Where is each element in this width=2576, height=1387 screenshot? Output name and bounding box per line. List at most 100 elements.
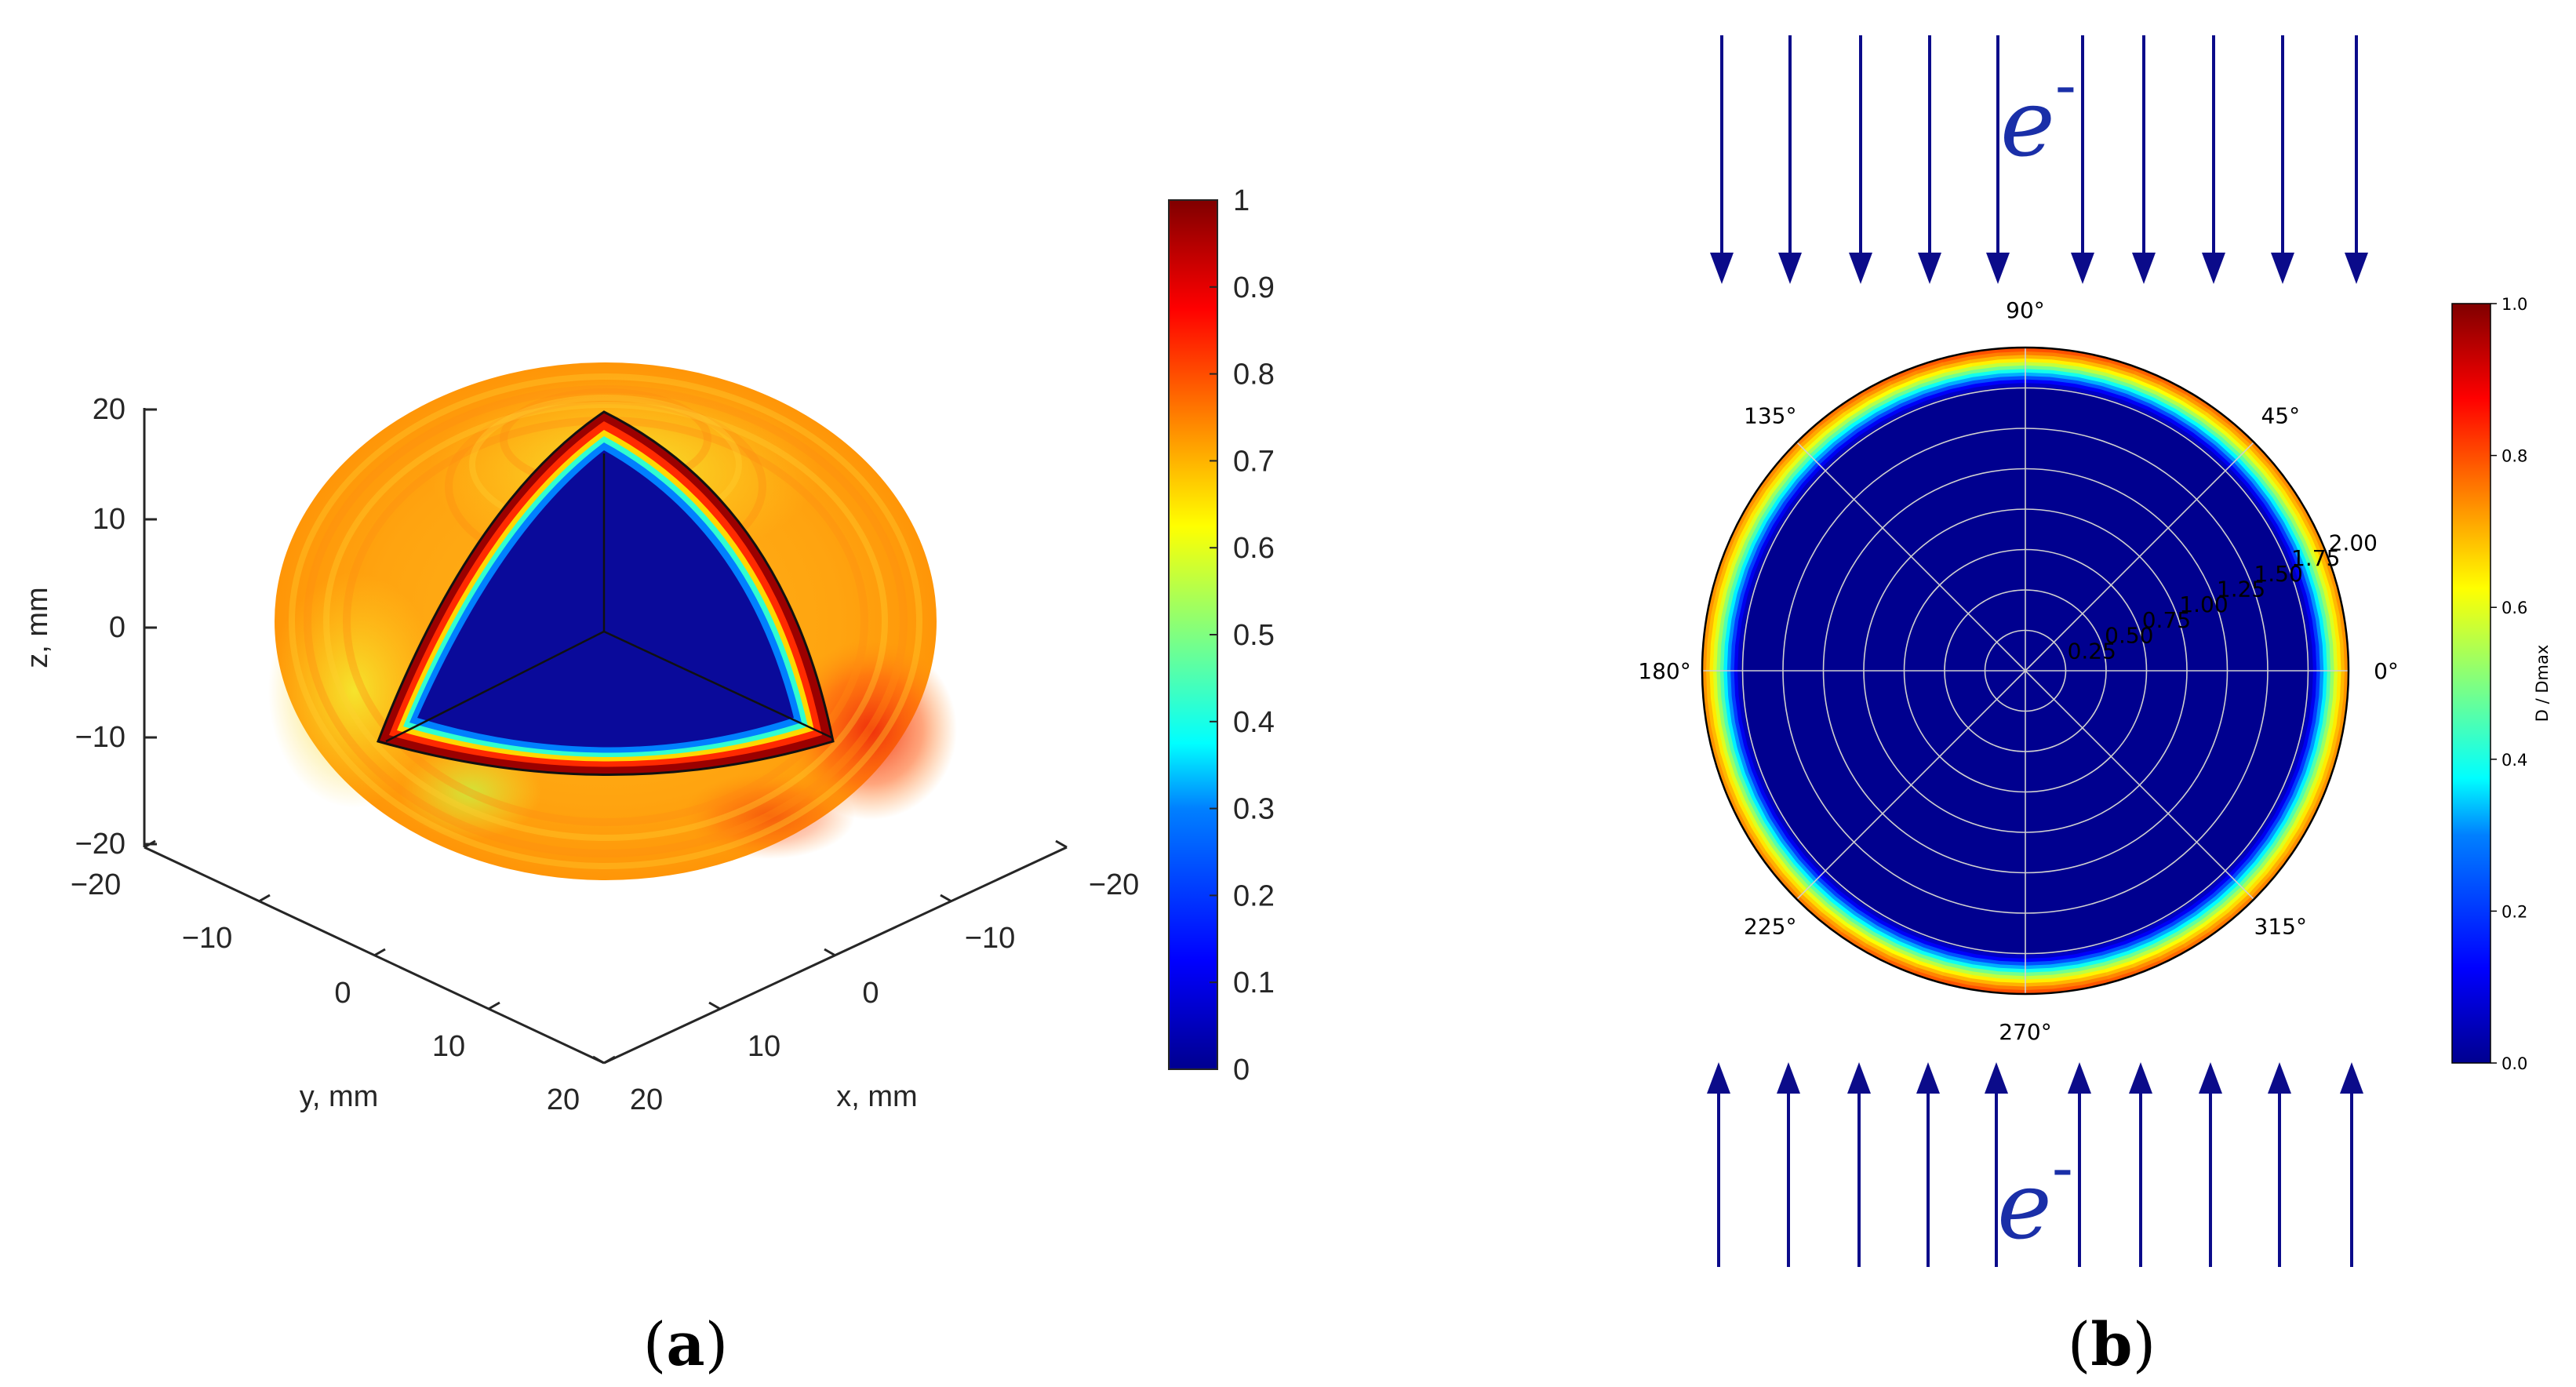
colorbar-a-tick-label: 0.8 — [1233, 359, 1275, 391]
z-tick-label: 20 — [93, 393, 126, 426]
z-axis-label: z, mm — [21, 587, 54, 668]
colorbar-a-tick-label: 0.2 — [1233, 879, 1275, 912]
polar-frame — [1701, 346, 2350, 996]
y-axis-ticks — [144, 839, 616, 1065]
electron-arrow-down — [1710, 35, 1734, 284]
electron-arrow-down — [1849, 35, 1872, 284]
electron-symbol-bottom: e- — [1997, 1131, 2073, 1260]
electron-arrow-up — [1847, 1062, 1871, 1267]
y-tick-label: 10 — [432, 1030, 465, 1063]
colorbar-a-tick-label: 0.7 — [1233, 445, 1275, 478]
polar-angle-label: 90° — [2006, 297, 2045, 323]
polar-radial-label: 0.75 — [2142, 607, 2191, 633]
panel-label-b: (b) — [2068, 1309, 2156, 1379]
x-tick-labels: 20 10 0 −10 −20 — [630, 868, 1139, 1116]
colorbar-a-tick-label: 0.1 — [1233, 967, 1275, 999]
electron-arrow-up — [2129, 1062, 2152, 1267]
polar-angle-label: 180° — [1638, 658, 1690, 684]
electron-arrow-down — [2202, 35, 2225, 284]
electron-arrows-top — [1710, 35, 2368, 284]
electron-arrow-down — [2071, 35, 2094, 284]
x-tick-label: −20 — [1089, 868, 1139, 901]
electron-arrow-up — [1707, 1062, 1730, 1267]
polar-radial-label: 1.75 — [2291, 545, 2340, 571]
panel-label-a: (a) — [643, 1309, 729, 1379]
z-tick-labels: 20 10 0 −10 −20 — [75, 393, 126, 861]
y-axis-label: y, mm — [300, 1080, 379, 1113]
electron-arrow-down — [2271, 35, 2294, 284]
polar-angle-labels: 0° 45° 90° 135° 180° 225° 270° 315° — [1638, 297, 2399, 1045]
x-axis-label: x, mm — [836, 1080, 917, 1113]
polar-grid-spoke — [2025, 670, 2254, 900]
sphere-cutaway — [377, 410, 835, 776]
electron-arrow-up — [2268, 1062, 2291, 1267]
colorbar-b-tick-label: 0.2 — [2501, 902, 2527, 921]
electron-arrow-up — [2199, 1062, 2222, 1267]
x-tick-label: 0 — [862, 977, 879, 1010]
electron-arrow-down — [1778, 35, 1802, 284]
polar-grid-spoke — [1796, 442, 2026, 672]
colorbar-a-ticks: 1 0.9 0.8 0.7 0.6 0.5 0.4 0.3 0.2 0.1 0 — [1210, 184, 1275, 1087]
y-tick-label: −20 — [71, 868, 121, 901]
y-tick-labels: −20 −10 0 10 20 — [71, 868, 580, 1116]
colorbar-a-tick-label: 0.5 — [1233, 619, 1275, 652]
panel-a: 20 10 0 −10 −20 z, mm −20 −10 0 10 20 y,… — [21, 184, 1275, 1379]
polar-plot: 0° 45° 90° 135° 180° 225° 270° 315° 0.250.500.7… — [1638, 297, 2399, 1045]
polar-angle-label: 45° — [2261, 403, 2300, 429]
colorbar-a-tick-label: 0.6 — [1233, 532, 1275, 565]
polar-grid — [1702, 348, 2349, 994]
polar-angle-label: 225° — [1744, 913, 1796, 939]
colorbar-b: 1.0 0.8 0.6 0.4 0.2 0.0 D / Dmax — [2451, 295, 2552, 1073]
colorbar-a-tick-label: 0.9 — [1233, 271, 1275, 304]
colorbar-b-tick-label: 0.6 — [2501, 599, 2527, 617]
colorbar-b-tick-label: 0.0 — [2501, 1054, 2527, 1073]
polar-radial-label: 1.50 — [2254, 561, 2302, 587]
z-tick-label: −20 — [75, 828, 126, 861]
electron-arrow-up — [1777, 1062, 1800, 1267]
polar-grid-spoke — [2025, 442, 2254, 672]
electron-arrow-down — [1918, 35, 1941, 284]
electron-arrow-down — [2345, 35, 2368, 284]
colorbar-b-label: D / Dmax — [2533, 645, 2552, 723]
electron-arrows-bottom — [1707, 1062, 2363, 1267]
colorbar-a-tick-label: 1 — [1233, 184, 1250, 217]
colorbar-b-tick-label: 0.4 — [2501, 751, 2527, 770]
colorbar-a-tick-label: 0.4 — [1233, 706, 1275, 739]
electron-arrow-up — [2340, 1062, 2363, 1267]
polar-radial-label: 1.25 — [2217, 576, 2265, 602]
z-tick-label: 10 — [93, 503, 126, 536]
electron-arrow-up — [1985, 1062, 2008, 1267]
colorbar-b-tick-label: 0.8 — [2501, 447, 2527, 466]
polar-angle-label: 315° — [2254, 913, 2307, 939]
z-axis-ticks — [144, 408, 157, 846]
z-tick-label: 0 — [109, 611, 126, 644]
electron-arrow-up — [2068, 1062, 2091, 1267]
polar-grid-spoke — [1796, 670, 2026, 900]
x-tick-label: 20 — [630, 1083, 663, 1116]
electron-arrow-up — [1916, 1062, 1940, 1267]
electron-symbol-top: e- — [2000, 49, 2076, 177]
colorbar-b-ticks: 1.0 0.8 0.6 0.4 0.2 0.0 — [2490, 295, 2527, 1073]
colorbar-b-tick-label: 1.0 — [2501, 295, 2527, 314]
polar-radial-label: 0.25 — [2068, 638, 2116, 664]
y-tick-label: 20 — [547, 1083, 580, 1116]
x-tick-label: 10 — [748, 1030, 780, 1063]
z-tick-label: −10 — [75, 721, 126, 754]
polar-radial-label: 2.00 — [2329, 530, 2378, 555]
y-tick-label: −10 — [182, 922, 232, 955]
polar-angle-label: 0° — [2374, 658, 2399, 684]
x-tick-label: −10 — [965, 922, 1015, 955]
y-tick-label: 0 — [334, 977, 351, 1010]
colorbar-a-tick-label: 0 — [1233, 1054, 1250, 1087]
panel-b: e- e- 0°45°90°135°180°225°270°315° 0.250… — [1638, 35, 2552, 1379]
electron-arrow-down — [1986, 35, 2010, 284]
polar-angle-label: 135° — [1744, 403, 1796, 429]
electron-arrow-down — [2132, 35, 2156, 284]
polar-angle-label: 270° — [1999, 1019, 2051, 1045]
colorbar-a: 1 0.9 0.8 0.7 0.6 0.5 0.4 0.3 0.2 0.1 0 — [1168, 184, 1275, 1087]
x-axis-ticks — [592, 839, 1068, 1065]
polar-radial-label: 1.00 — [2179, 592, 2228, 617]
colorbar-a-tick-label: 0.3 — [1233, 793, 1275, 826]
polar-radial-label: 0.50 — [2105, 623, 2153, 649]
